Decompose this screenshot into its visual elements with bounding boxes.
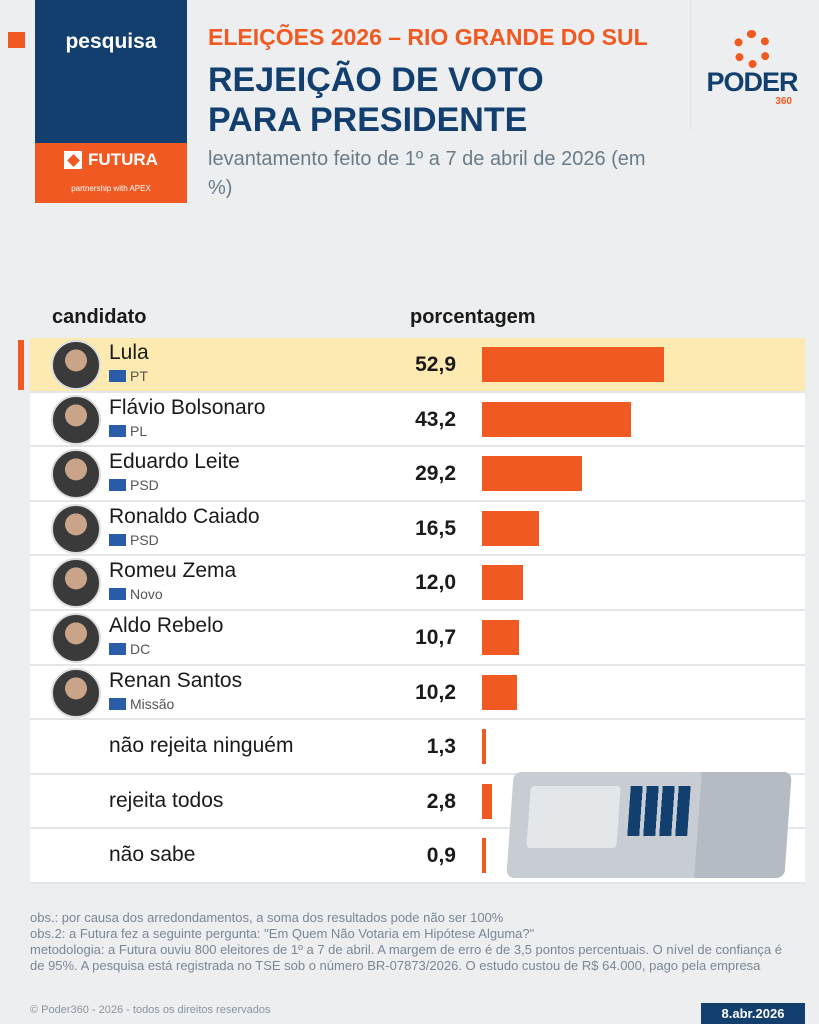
title-line-2: PARA PRESIDENTE: [208, 101, 528, 139]
party-name: DC: [130, 640, 151, 657]
bar: [482, 838, 486, 874]
table-row: Romeu Zema Novo 12,0: [30, 556, 805, 611]
highlight-marker: [18, 340, 24, 390]
party-logo-icon: [109, 533, 126, 546]
column-header-candidate: candidato: [52, 306, 147, 328]
party-name: PSD: [130, 531, 159, 548]
party-name: Novo: [130, 586, 163, 603]
candidate-photo: [51, 340, 101, 390]
page-title: REJEIÇÃO DE VOTO PARA PRESIDENTE: [208, 60, 544, 140]
bar: [482, 401, 631, 437]
bar: [482, 456, 583, 492]
candidate-name: Flávio Bolsonaro: [109, 395, 266, 419]
party-logo-icon: [109, 479, 126, 492]
candidate-photo: [51, 612, 101, 663]
kicker: ELEIÇÕES 2026 – RIO GRANDE DO SUL: [208, 24, 648, 50]
copyright: © Poder360 - 2026 - todos os direitos re…: [30, 1004, 271, 1016]
bar: [482, 510, 539, 546]
subtitle: levantamento feito de 1º a 7 de abril de…: [208, 148, 646, 199]
logo-name: PODER: [706, 67, 798, 97]
option-label: não rejeita ninguém: [109, 734, 294, 758]
date-badge: 8.abr.2026: [701, 1003, 805, 1024]
sun-icon: [733, 30, 771, 68]
candidate-name: Lula: [109, 341, 149, 364]
poder360-logo: PODER 360: [706, 30, 799, 107]
candidate-name: Eduardo Leite: [109, 450, 240, 474]
candidate-name: Renan Santos: [109, 668, 243, 692]
bar: [482, 674, 518, 710]
value-label: 16,5: [415, 516, 456, 540]
table-row: Ronaldo Caiado PSD 16,5: [30, 501, 805, 557]
value-label: 10,2: [415, 680, 456, 704]
table-row: Renan Santos Missão 10,2: [30, 665, 805, 721]
notes: obs.: por causa dos arredondamentos, a s…: [30, 910, 800, 974]
party-name: PT: [130, 368, 148, 384]
party-name: PSD: [130, 477, 159, 494]
candidate-photo: [51, 394, 101, 445]
value-label: 2,8: [426, 789, 456, 813]
value-label: 29,2: [415, 462, 456, 486]
column-header-percent: porcentagem: [410, 306, 536, 328]
candidate-photo: [51, 667, 101, 718]
table-row: Lula PT 52,9: [18, 338, 805, 393]
brand-box: pesquisa FUTURA partnership with APEX: [35, 0, 187, 203]
value-label: 12,0: [415, 571, 456, 595]
value-label: 10,7: [415, 625, 456, 649]
bar: [482, 783, 492, 819]
party-logo-icon: [109, 424, 126, 437]
candidate-photo: [51, 449, 101, 500]
candidate-photo: [51, 558, 101, 609]
party-name: Missão: [130, 695, 175, 712]
candidate-name: Ronaldo Caiado: [109, 504, 260, 528]
brand-label: pesquisa: [35, 0, 187, 143]
title-line-1: REJEIÇÃO DE VOTO: [208, 61, 544, 99]
note: obs.2: a Futura fez a seguinte pergunta:…: [30, 926, 535, 941]
value-label: 43,2: [415, 407, 456, 431]
accent-square: [8, 32, 25, 48]
party-logo-icon: [109, 642, 126, 655]
table-row: Aldo Rebelo DC 10,7: [30, 610, 805, 666]
candidate-name: Aldo Rebelo: [109, 613, 224, 637]
bar: [482, 347, 664, 382]
note: obs.: por causa dos arredondamentos, a s…: [30, 910, 504, 925]
methodology-note: metodologia: a Futura ouviu 800 eleitore…: [30, 942, 782, 973]
party-logo-icon: [109, 370, 126, 382]
option-label: rejeita todos: [109, 788, 224, 812]
value-label: 52,9: [415, 353, 456, 376]
candidate-photo: [51, 503, 101, 554]
table-row: Eduardo Leite PSD 29,2: [30, 447, 805, 502]
partner-name: FUTURA: [88, 150, 158, 169]
table-row: não rejeita ninguém 1,3: [30, 720, 805, 775]
table-row: Flávio Bolsonaro PL 43,2: [30, 392, 805, 448]
bar: [482, 619, 519, 655]
voting-machine-illustration: [506, 772, 792, 878]
value-label: 1,3: [426, 735, 456, 759]
bar: [482, 729, 487, 765]
party-name: PL: [130, 422, 148, 439]
candidate-name: Romeu Zema: [109, 559, 237, 583]
divider: [690, 0, 691, 130]
option-label: não sabe: [109, 843, 196, 867]
partner-sub: partnership with APEX: [71, 184, 151, 193]
party-logo-icon: [109, 697, 126, 710]
value-label: 0,9: [426, 844, 456, 868]
party-logo-icon: [109, 588, 126, 601]
bar: [482, 565, 524, 601]
futura-logo-icon: [64, 151, 83, 169]
logo-number: 360: [775, 96, 792, 107]
